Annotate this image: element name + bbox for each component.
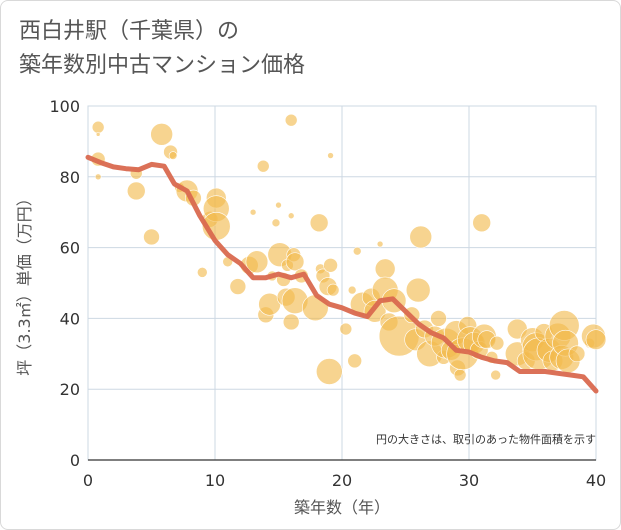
bubbles	[90, 113, 607, 385]
y-tick-label: 100	[49, 97, 80, 116]
data-point	[271, 218, 281, 228]
data-point	[197, 267, 208, 278]
data-point	[568, 345, 586, 363]
data-point	[94, 173, 102, 181]
chart-title: 西白井駅（千葉県）の 築年数別中古マンション価格	[19, 19, 306, 78]
data-point	[374, 258, 396, 280]
data-point	[285, 252, 305, 272]
data-point	[489, 335, 505, 351]
x-tick-label: 20	[332, 471, 352, 490]
data-point	[347, 353, 363, 369]
x-tick-label: 0	[83, 471, 93, 490]
data-point	[256, 159, 270, 173]
data-point	[490, 369, 501, 381]
x-tick-label: 10	[205, 471, 225, 490]
data-point	[287, 212, 295, 220]
data-point	[315, 358, 343, 385]
data-point	[95, 132, 101, 137]
grid	[87, 105, 597, 461]
data-point	[376, 240, 384, 248]
data-point	[309, 213, 329, 233]
data-point	[284, 113, 298, 127]
data-point	[91, 120, 105, 134]
trend-line	[85, 154, 599, 394]
data-point	[150, 123, 173, 146]
data-point	[275, 201, 282, 209]
y-tick-label: 20	[60, 380, 80, 399]
data-point	[339, 322, 353, 336]
y-tick-label: 60	[60, 239, 80, 258]
data-point	[168, 151, 178, 160]
y-tick-label: 0	[70, 451, 80, 470]
data-point	[326, 283, 340, 297]
data-point	[229, 278, 247, 295]
y-axis-title: 坪（3.3㎡）単価（万円）	[15, 190, 34, 375]
data-point	[323, 257, 338, 273]
data-point	[585, 329, 607, 350]
data-point	[126, 181, 146, 201]
data-point	[405, 277, 431, 303]
axes: 0 20 40 60 80 100 0 10 20 30 40	[49, 97, 606, 490]
x-axis-title: 築年数（年）	[294, 498, 390, 517]
data-point	[347, 285, 357, 295]
data-point	[249, 208, 257, 216]
data-point	[453, 368, 467, 382]
x-tick-label: 40	[586, 471, 606, 490]
y-tick-label: 80	[60, 168, 80, 187]
data-point	[430, 310, 447, 327]
data-point	[327, 152, 334, 159]
trend	[85, 154, 599, 394]
data-point	[143, 228, 160, 246]
data-point	[282, 313, 300, 331]
y-tick-label: 40	[60, 309, 80, 328]
data-point	[472, 213, 492, 233]
x-tick-label: 30	[459, 471, 479, 490]
data-point	[352, 246, 362, 256]
data-point	[245, 250, 269, 274]
data-point	[409, 225, 433, 249]
size-note: 円の大きさは、取引のあった物件面積を示す	[376, 432, 596, 446]
